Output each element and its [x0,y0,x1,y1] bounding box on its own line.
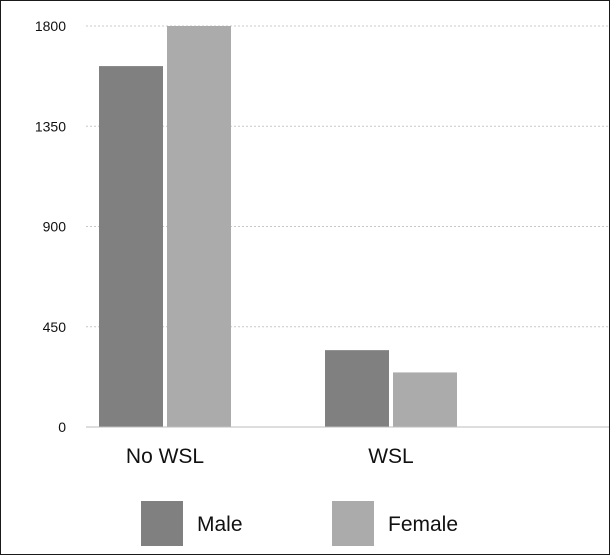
legend: Male Female [141,501,458,546]
y-tick-label: 450 [43,319,67,335]
legend-label-male: Male [197,513,243,536]
y-tick-label: 1350 [35,118,66,134]
y-tick-label: 1800 [35,18,66,34]
bar-male-no-wsl [99,66,163,427]
y-tick-label: 0 [58,419,66,435]
gridlines [86,25,609,328]
x-category-label: WSL [368,445,414,468]
bars [99,26,457,427]
bar-female-no-wsl [167,26,231,427]
x-category-label: No WSL [126,445,204,468]
legend-swatch-male [141,501,183,546]
bar-male-wsl [325,350,389,427]
bar-female-wsl [393,372,457,427]
x-axis-categories: No WSL WSL [126,445,414,468]
y-axis-ticks: 0 450 900 1350 1800 [35,18,66,435]
y-tick-label: 900 [43,219,67,235]
legend-label-female: Female [388,513,458,536]
legend-swatch-female [332,501,374,546]
